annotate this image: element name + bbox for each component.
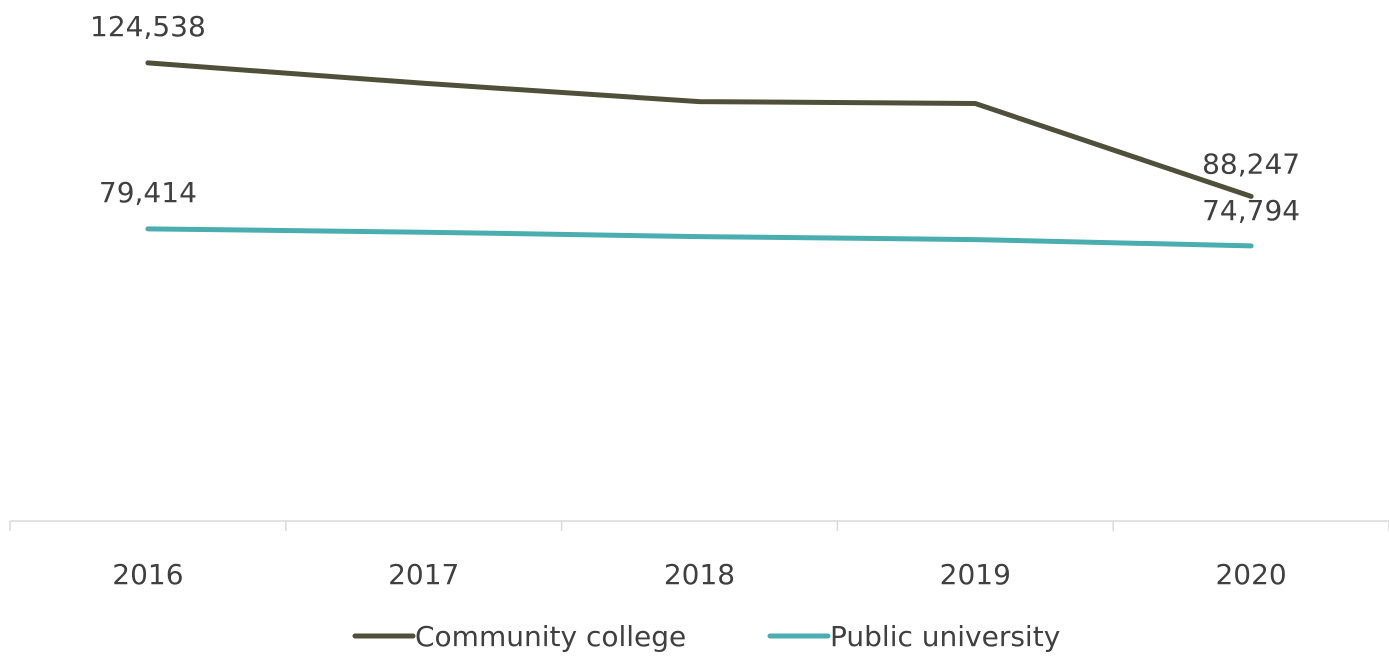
x-tick-label: 2019 xyxy=(940,558,1011,591)
legend-label: Public university xyxy=(830,620,1060,653)
x-tick-label: 2017 xyxy=(388,558,459,591)
data-label: 79,414 xyxy=(99,176,197,209)
x-axis: 2016 2017 2018 2019 2020 xyxy=(9,520,1389,591)
legend-label: Community college xyxy=(415,620,686,653)
series-line-1 xyxy=(145,226,1254,249)
x-tick-label: 2016 xyxy=(112,558,183,591)
data-label: 88,247 xyxy=(1202,147,1300,180)
data-label: 74,794 xyxy=(1202,194,1300,227)
x-tick-label: 2020 xyxy=(1215,558,1286,591)
data-labels: 124,538 88,247 79,414 74,794 xyxy=(90,10,1300,227)
plot-area xyxy=(145,60,1254,249)
data-label: 124,538 xyxy=(90,10,206,43)
x-tick-label: 2018 xyxy=(664,558,735,591)
legend: Community college Public university xyxy=(352,620,1060,653)
series-line-0 xyxy=(145,60,1254,199)
